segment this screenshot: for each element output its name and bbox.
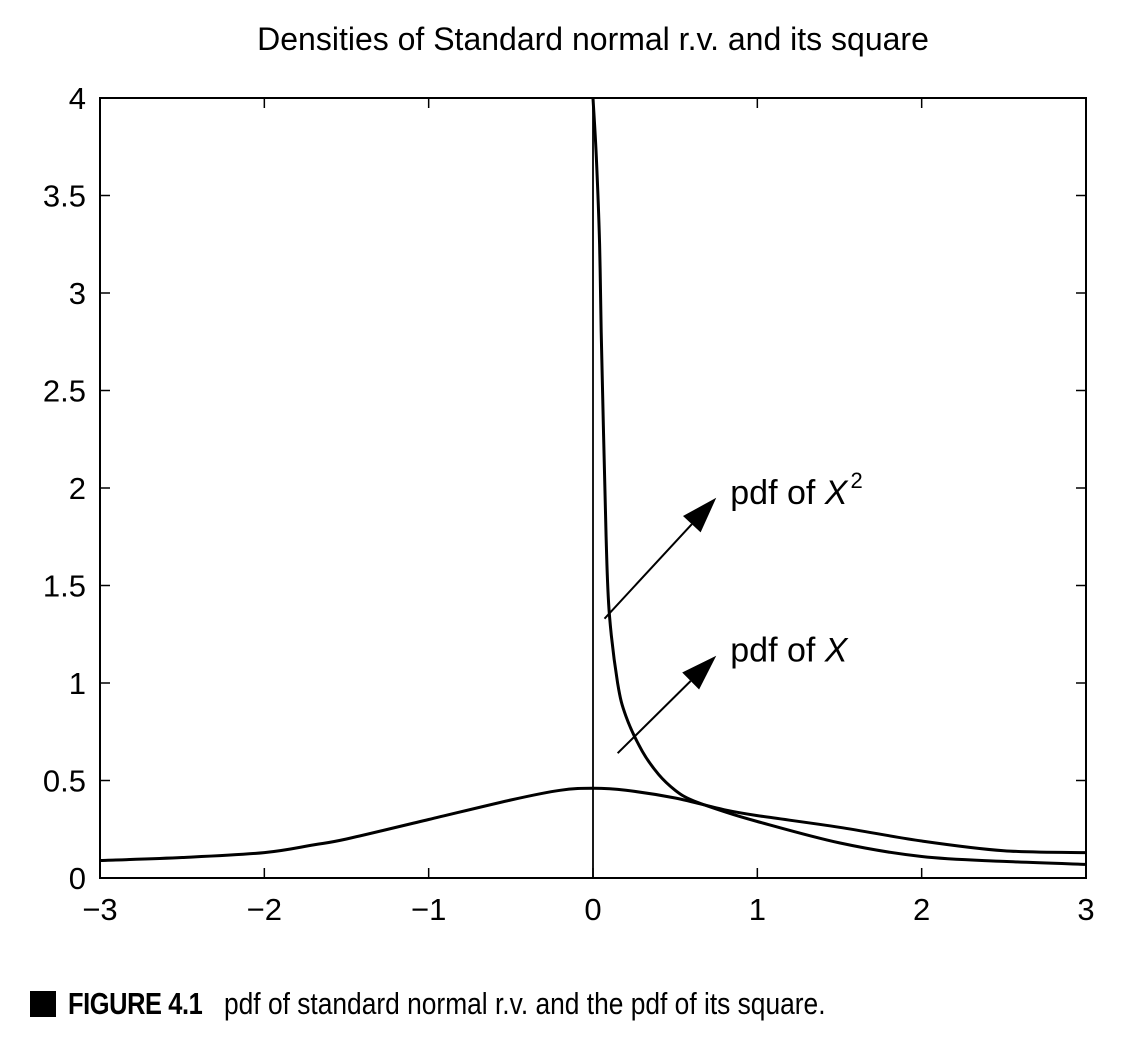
y-tick-label: 0 (69, 861, 86, 896)
y-tick-label: 1 (69, 666, 86, 701)
annotation-arrow-head (682, 655, 717, 690)
axis-ticks (99, 97, 1087, 879)
y-tick-labels: 0 0.5 1 1.5 2 2.5 3 3.5 4 (43, 81, 86, 896)
x-tick-label: 0 (584, 892, 601, 927)
figure-caption: FIGURE 4.1 pdf of standard normal r.v. a… (30, 978, 932, 1030)
x-tick-label: 3 (1077, 892, 1094, 927)
annotation-label-text: pdf of (730, 632, 825, 670)
x-tick-label: 2 (913, 892, 930, 927)
y-tick-label: 3 (69, 276, 86, 311)
annotation-arrow-shaft (616, 680, 692, 754)
y-tick-label: 1.5 (43, 569, 86, 604)
annotation-label-variable: X (824, 632, 849, 670)
chart-title: Densities of Standard normal r.v. and it… (257, 21, 929, 57)
series-pdf-x2-line (591, 97, 1087, 866)
annotation-label-superscript: 2 (850, 468, 862, 493)
annotation-arrow-head (683, 497, 717, 533)
caption-square-icon (30, 991, 56, 1017)
annotation-label-text: pdf of (730, 474, 825, 512)
annotation-label-variable: X (824, 474, 849, 512)
annotation-label: pdf of X (730, 632, 849, 670)
y-tick-label: 4 (69, 81, 86, 116)
caption-label: FIGURE 4.1 (68, 986, 203, 1021)
x-tick-label: −2 (247, 892, 282, 927)
x-tick-label: 1 (749, 892, 766, 927)
series-pdf-x-line (99, 786, 1087, 862)
y-tick-label: 3.5 (43, 179, 86, 214)
y-tick-label: 2.5 (43, 374, 86, 409)
x-tick-labels: −3 −2 −1 0 1 2 3 (82, 892, 1094, 927)
y-tick-label: 0.5 (43, 764, 86, 799)
annotation-arrow-shaft (603, 523, 693, 620)
y-tick-label: 2 (69, 471, 86, 506)
caption-text: pdf of standard normal r.v. and the pdf … (223, 986, 826, 1021)
x-tick-label: −3 (82, 892, 117, 927)
chart: Densities of Standard normal r.v. and it… (43, 21, 1095, 927)
series-layer (99, 97, 1087, 878)
x-tick-label: −1 (411, 892, 446, 927)
